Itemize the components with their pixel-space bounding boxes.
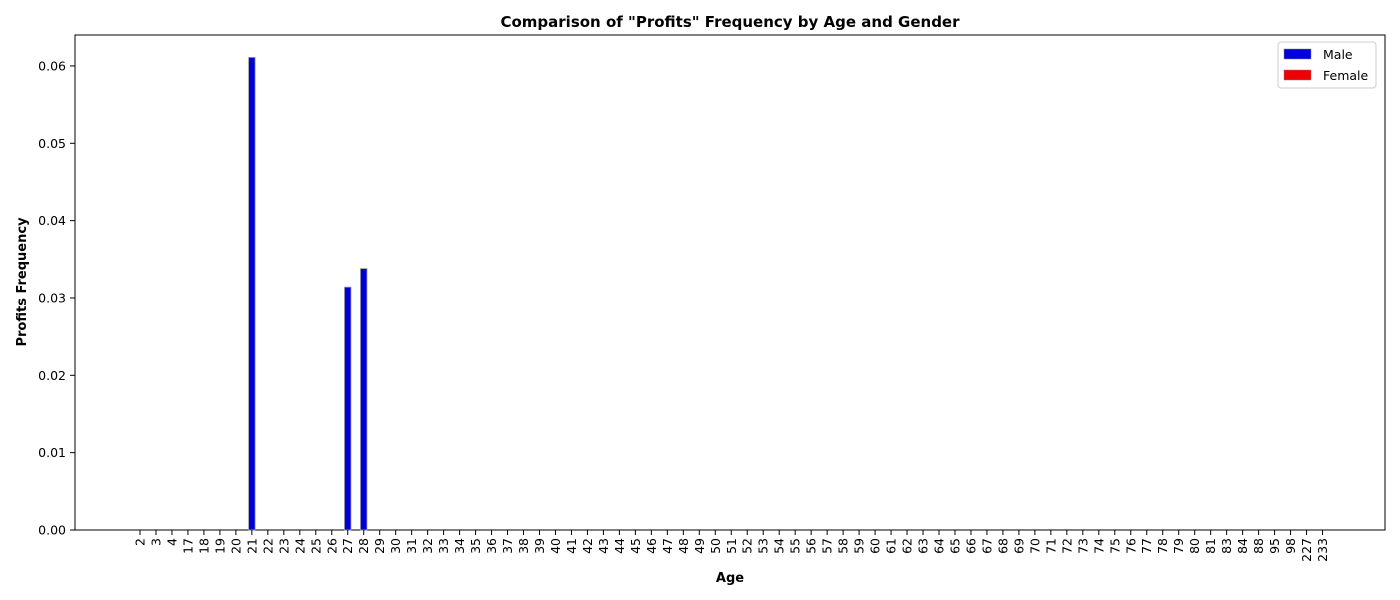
plot-area [74, 34, 1386, 531]
x-tick-label: 60 [868, 538, 883, 554]
x-tick-label: 44 [612, 538, 627, 554]
x-tick-label: 22 [260, 538, 275, 554]
x-tick-label: 98 [1283, 538, 1298, 554]
x-tick-label: 37 [500, 538, 515, 554]
x-tick-label: 39 [532, 538, 547, 554]
x-tick-label: 77 [1139, 538, 1154, 554]
x-tick-label: 23 [276, 538, 291, 554]
x-tick-label: 47 [660, 538, 675, 554]
x-tick-label: 71 [1043, 538, 1058, 554]
x-tick-label: 64 [932, 538, 947, 554]
y-axis-label: Profits Frequency [15, 217, 30, 347]
x-tick-label: 48 [676, 538, 691, 554]
x-tick-label: 66 [963, 538, 978, 554]
x-tick-label: 28 [356, 538, 371, 554]
bar-male-27 [344, 286, 352, 531]
x-tick-label: 4 [164, 538, 179, 546]
x-tick-label: 58 [836, 538, 851, 554]
x-tick-label: 21 [244, 538, 259, 554]
x-axis-label: Age [716, 571, 744, 586]
x-tick-label: 70 [1027, 538, 1042, 554]
x-tick-label: 38 [516, 538, 531, 554]
x-tick-label: 29 [372, 538, 387, 554]
x-tick-label: 80 [1187, 538, 1202, 554]
x-tick-label: 35 [468, 538, 483, 554]
x-tick-label: 76 [1123, 538, 1138, 554]
x-tick-label: 84 [1235, 538, 1250, 554]
legend-label-female: Female [1323, 68, 1369, 83]
legend: Male Female [1277, 41, 1377, 89]
x-tick-label: 20 [228, 538, 243, 554]
x-tick-label: 18 [196, 538, 211, 554]
y-tick-label: 0.03 [38, 290, 66, 305]
x-tick-label: 40 [548, 538, 563, 554]
x-tick-label: 81 [1203, 538, 1218, 554]
x-tick-label: 63 [916, 538, 931, 554]
x-tick-label: 3 [148, 538, 163, 546]
x-tick-label: 67 [979, 538, 994, 554]
x-tick-label: 50 [708, 538, 723, 554]
x-tick-label: 42 [580, 538, 595, 554]
chart-title: Comparison of "Profits" Frequency by Age… [500, 13, 960, 31]
x-tick-label: 51 [724, 538, 739, 554]
x-tick-label: 227 [1299, 538, 1314, 562]
x-tick-label: 52 [740, 538, 755, 554]
x-tick-label: 33 [436, 538, 451, 554]
x-tick-label: 59 [852, 538, 867, 554]
x-tick-label: 30 [388, 538, 403, 554]
x-tick-label: 68 [995, 538, 1010, 554]
x-tick-label: 74 [1091, 538, 1106, 554]
bar-male-21 [248, 57, 256, 531]
x-tick-label: 57 [820, 538, 835, 554]
x-tick-label: 73 [1075, 538, 1090, 554]
y-tick-label: 0.01 [38, 445, 66, 460]
x-tick-label: 55 [788, 538, 803, 554]
x-tick-label: 69 [1011, 538, 1026, 554]
x-tick-label: 41 [564, 538, 579, 554]
y-tick-label: 0.02 [38, 368, 66, 383]
x-tick-label: 88 [1251, 538, 1266, 554]
y-tick-label: 0.05 [38, 136, 66, 151]
x-tick-label: 24 [292, 538, 307, 554]
x-tick-label: 25 [308, 538, 323, 554]
legend-label-male: Male [1323, 47, 1353, 62]
bars-group [248, 57, 368, 531]
x-tick-label: 45 [628, 538, 643, 554]
x-tick-label: 34 [452, 538, 467, 554]
bar-male-28 [360, 268, 368, 531]
x-tick-label: 79 [1171, 538, 1186, 554]
x-tick-label: 83 [1219, 538, 1234, 554]
x-tick-label: 27 [340, 538, 355, 554]
x-tick-label: 46 [644, 538, 659, 554]
x-axis: 2 3 4 17 18 19 20 21 22 23 24 25 26 27 28 29 30 31 32 33 34 3… [133, 530, 1330, 562]
x-tick-label: 78 [1155, 538, 1170, 554]
x-tick-label: 31 [404, 538, 419, 554]
x-tick-label: 62 [900, 538, 915, 554]
x-tick-label: 233 [1315, 538, 1330, 562]
y-tick-label: 0.06 [38, 58, 66, 73]
x-tick-label: 95 [1267, 538, 1282, 554]
y-tick-label: 0.04 [38, 213, 66, 228]
legend-swatch-male [1283, 48, 1312, 60]
legend-swatch-female [1283, 69, 1312, 81]
x-tick-label: 17 [180, 538, 195, 554]
x-tick-label: 72 [1059, 538, 1074, 554]
x-tick-label: 56 [804, 538, 819, 554]
x-tick-label: 61 [884, 538, 899, 554]
x-tick-label: 32 [420, 538, 435, 554]
x-tick-label: 53 [756, 538, 771, 554]
x-tick-label: 54 [772, 538, 787, 554]
x-tick-label: 19 [212, 538, 227, 554]
y-tick-label: 0.00 [38, 523, 66, 538]
x-tick-label: 75 [1107, 538, 1122, 554]
x-tick-label: 65 [947, 538, 962, 554]
x-tick-label: 26 [324, 538, 339, 554]
x-tick-label: 49 [692, 538, 707, 554]
x-tick-label: 2 [133, 538, 148, 546]
x-tick-label: 43 [596, 538, 611, 554]
x-tick-label: 36 [484, 538, 499, 554]
y-axis: 0.00 0.01 0.02 0.03 0.04 0.05 0.06 [38, 58, 75, 538]
